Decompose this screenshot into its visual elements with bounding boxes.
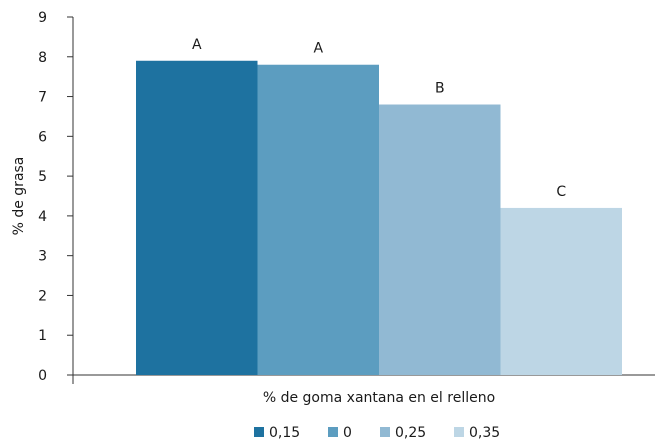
bar-label-1: A xyxy=(192,37,202,53)
legend-swatch-3 xyxy=(380,427,390,437)
legend-label-3: 0,25 xyxy=(395,425,426,441)
legend-swatch-2 xyxy=(328,427,338,437)
bar-label-3: B xyxy=(435,81,445,97)
y-tick-label: 8 xyxy=(38,50,47,66)
y-tick-label: 4 xyxy=(38,209,47,225)
y-tick-label: 7 xyxy=(38,90,47,106)
bar-2 xyxy=(257,64,379,375)
y-tick-label: 0 xyxy=(38,368,47,384)
bars: A A B C xyxy=(136,37,622,375)
y-tick-label: 2 xyxy=(38,288,47,304)
bar-label-2: A xyxy=(313,41,323,57)
legend-swatch-4 xyxy=(454,427,464,437)
legend-label-2: 0 xyxy=(343,425,352,441)
bar-1 xyxy=(136,60,258,375)
legend-swatch-1 xyxy=(254,427,264,437)
bar-label-4: C xyxy=(556,184,566,200)
y-tick-label: 5 xyxy=(38,169,47,185)
y-tick-label: 9 xyxy=(38,10,47,26)
y-tick-label: 3 xyxy=(38,249,47,265)
legend: 0,15 0 0,25 0,35 xyxy=(254,425,500,441)
legend-label-4: 0,35 xyxy=(469,425,500,441)
bar-3 xyxy=(379,104,501,375)
legend-label-1: 0,15 xyxy=(269,425,300,441)
y-axis-title: % de grasa xyxy=(11,157,27,236)
y-tick-label: 1 xyxy=(38,328,47,344)
bar-4 xyxy=(500,207,622,375)
x-axis-title: % de goma xantana en el relleno xyxy=(263,390,495,406)
y-tick-label: 6 xyxy=(38,129,47,145)
